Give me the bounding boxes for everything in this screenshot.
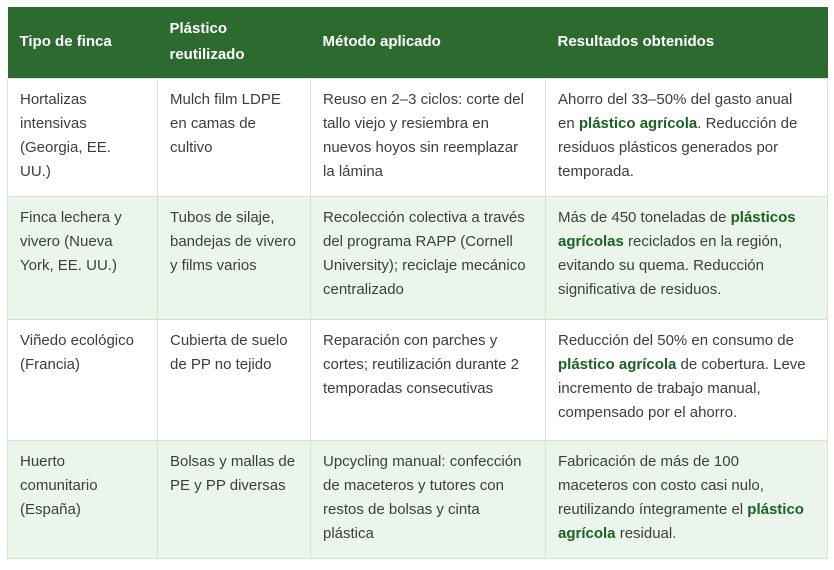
cell-metodo-aplicado: Recolección colectiva a través del progr…: [310, 195, 546, 320]
cell-plastico-reutilizado: Mulch film LDPE en camas de cultivo: [157, 77, 311, 197]
table-row: Huerto comunitario (España) Bolsas y mall…: [7, 439, 828, 559]
col-header-tipo-de-finca: Tipo de finca: [7, 7, 158, 78]
table-row: Viñedo ecológico (Francia) Cubierta de su…: [7, 318, 828, 441]
col-header-metodo-aplicado: Método aplicado: [310, 7, 546, 78]
cell-tipo-de-finca: Viñedo ecológico (Francia): [7, 318, 158, 441]
cell-resultados-obtenidos: Más de 450 toneladas de plásticos agríco…: [545, 195, 828, 320]
col-header-resultados-obtenidos: Resultados obtenidos: [545, 7, 828, 78]
col-header-plastico-reutilizado: Plástico reutilizado: [157, 7, 311, 78]
cell-metodo-aplicado: Reuso en 2–3 ciclos: corte del tallo vie…: [310, 77, 546, 197]
table-row: Hortalizas intensivas (Georgia, EE. UU.)…: [7, 77, 828, 197]
cell-tipo-de-finca: Huerto comunitario (España): [7, 439, 158, 559]
plain-text: de cobertura. Leve incremento de trabajo…: [558, 355, 806, 421]
cell-resultados-obtenidos: Fabricación de más de 100 maceteros con …: [545, 439, 828, 559]
cell-metodo-aplicado: Reparación con parches y cortes; reutili…: [310, 318, 546, 441]
cell-metodo-aplicado: Upcycling manual: confección de macetero…: [310, 439, 546, 559]
header-row: Tipo de finca Plástico reutilizado Métod…: [7, 7, 828, 78]
highlighted-text: plásticos agrícolas: [558, 208, 796, 250]
table-row: Finca lechera y vivero (Nueva York, EE. …: [7, 195, 828, 320]
cell-plastico-reutilizado: Tubos de silaje, bandejas de vivero y fi…: [157, 195, 311, 320]
plain-text: Reducción del 50% en consumo de: [558, 331, 794, 349]
plain-text: . Reducción de residuos plásticos genera…: [558, 114, 798, 180]
plain-text: residual.: [615, 524, 677, 542]
plain-text: Fabricación de más de 100 maceteros con …: [558, 452, 764, 518]
highlighted-text: plástico agrícola: [578, 114, 698, 132]
cell-tipo-de-finca: Finca lechera y vivero (Nueva York, EE. …: [7, 195, 158, 320]
cell-plastico-reutilizado: Bolsas y mallas de PE y PP diversas: [157, 439, 311, 559]
highlighted-text: plástico agrícola: [558, 500, 804, 542]
plain-text: Más de 450 toneladas de: [558, 208, 731, 226]
cell-tipo-de-finca: Hortalizas intensivas (Georgia, EE. UU.): [7, 77, 158, 197]
table-body: Hortalizas intensivas (Georgia, EE. UU.)…: [7, 77, 828, 559]
cell-resultados-obtenidos: Ahorro del 33–50% del gasto anual en plá…: [545, 77, 828, 197]
cell-resultados-obtenidos: Reducción del 50% en consumo de plástico…: [545, 318, 828, 441]
cell-plastico-reutilizado: Cubierta de suelo de PP no tejido: [157, 318, 311, 441]
plain-text: reciclados en la región, evitando su que…: [558, 232, 783, 298]
plastic-reuse-cases-table: Tipo de finca Plástico reutilizado Métod…: [7, 7, 828, 559]
plain-text: Ahorro del 33–50% del gasto anual en: [558, 90, 793, 132]
highlighted-text: plástico agrícola: [558, 355, 677, 373]
